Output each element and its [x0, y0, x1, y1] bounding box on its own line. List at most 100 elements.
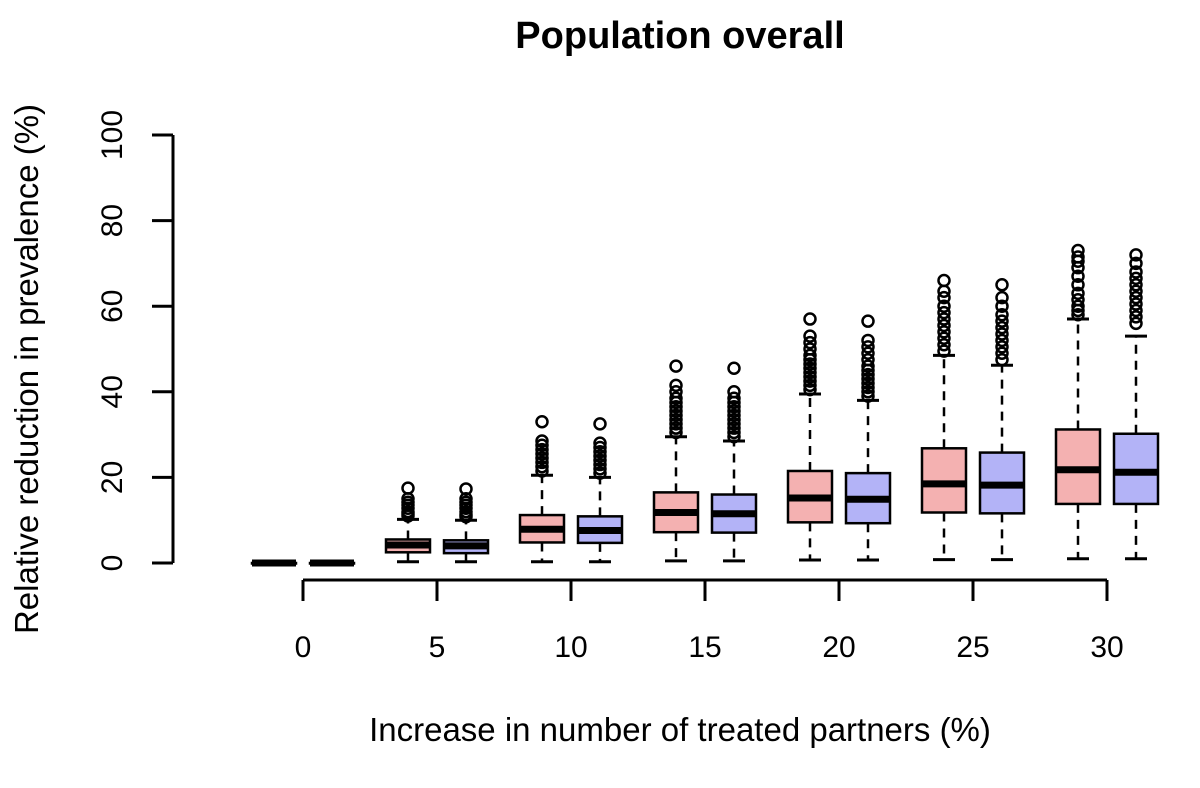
outlier-point [669, 391, 683, 405]
x-tick-label: 15 [688, 631, 721, 664]
outlier-point [1071, 278, 1085, 292]
y-tick-label: 20 [96, 461, 129, 494]
outlier-point [669, 417, 683, 431]
outlier-point [1071, 293, 1085, 307]
box-group [978, 278, 1026, 562]
x-tick-label: 30 [1090, 631, 1123, 664]
outlier-point [995, 290, 1009, 305]
outlier-point [995, 340, 1009, 354]
outlier-point [1129, 248, 1143, 262]
x-tick-label: 20 [822, 631, 855, 664]
outlier-point [727, 361, 741, 376]
outlier-point [535, 455, 549, 470]
outlier-point [1129, 256, 1143, 271]
box-group [1054, 243, 1102, 561]
outlier-point [803, 382, 817, 397]
outlier-point [861, 359, 875, 373]
outlier-point [535, 438, 549, 453]
outlier-point [803, 348, 817, 363]
outlier-point [593, 417, 607, 431]
outlier-point [593, 444, 607, 459]
outlier-point [803, 374, 817, 388]
box-group [710, 361, 758, 563]
outlier-point [995, 320, 1009, 335]
outlier-point [593, 462, 607, 476]
outlier-point [995, 346, 1009, 361]
outlier-point [1071, 299, 1085, 313]
outlier-point [861, 346, 875, 361]
outlier-point [803, 365, 817, 380]
outlier-point [1071, 250, 1085, 264]
outlier-point [1129, 284, 1143, 298]
outlier-point [803, 370, 817, 384]
outlier-point [861, 314, 875, 328]
outlier-point [593, 449, 607, 463]
outlier-point [535, 447, 549, 461]
outlier-point [727, 425, 741, 440]
outlier-point [861, 367, 875, 382]
x-tick-label: 0 [295, 631, 312, 664]
outlier-point [535, 464, 549, 478]
outlier-point [1129, 310, 1143, 324]
outlier-point [995, 278, 1009, 292]
outlier-point [803, 378, 817, 393]
outlier-point [937, 290, 951, 305]
outlier-point [861, 352, 875, 367]
outlier-point [995, 333, 1009, 348]
box-group [920, 273, 968, 562]
outlier-point [1071, 286, 1085, 301]
outlier-point [1071, 308, 1085, 322]
outlier-point [937, 337, 951, 352]
box-group [1112, 248, 1160, 561]
outlier-point [669, 385, 683, 399]
outlier-point [861, 389, 875, 403]
outlier-point [937, 305, 951, 320]
outlier-point [861, 385, 875, 399]
x-tick-label: 25 [956, 631, 989, 664]
outlier-point [803, 312, 817, 326]
plot-area [250, 243, 1160, 567]
y-tick-label: 60 [96, 290, 129, 323]
outlier-point [861, 340, 875, 354]
outlier-point [861, 372, 875, 386]
outlier-point [803, 335, 817, 350]
outlier-point [1129, 271, 1143, 286]
y-tick-label: 0 [96, 555, 129, 572]
outlier-point [861, 380, 875, 395]
outlier-point [937, 331, 951, 346]
box-group [652, 359, 700, 563]
outlier-point [995, 314, 1009, 328]
x-axis-label: Increase in number of treated partners (… [369, 711, 991, 748]
outlier-point [669, 378, 683, 393]
y-tick-label: 40 [96, 375, 129, 408]
outlier-point [727, 400, 741, 414]
outlier-point [727, 421, 741, 435]
outlier-point [727, 404, 741, 418]
outlier-point [995, 308, 1009, 322]
outlier-point [1129, 303, 1143, 318]
box-group [308, 559, 356, 567]
outlier-point [535, 451, 549, 465]
box-group [250, 559, 298, 567]
outlier-point [727, 391, 741, 405]
outlier-point [593, 457, 607, 472]
box-group [518, 415, 566, 564]
outlier-point [593, 436, 607, 450]
outlier-point [937, 344, 951, 358]
x-axis: 0 5 10 15 20 25 30 [295, 578, 1124, 664]
outlier-point [535, 459, 549, 474]
outlier-point [727, 417, 741, 431]
outlier-point [593, 440, 607, 455]
outlier-point [995, 299, 1009, 313]
outlier-point [535, 442, 549, 457]
outlier-point [401, 481, 415, 495]
outlier-point [535, 434, 549, 448]
outlier-point [803, 342, 817, 356]
outlier-point [995, 352, 1009, 367]
outlier-point [727, 408, 741, 423]
y-axis: 0 20 40 60 80 100 [96, 110, 175, 572]
outlier-point [937, 299, 951, 313]
outlier-point [937, 325, 951, 339]
